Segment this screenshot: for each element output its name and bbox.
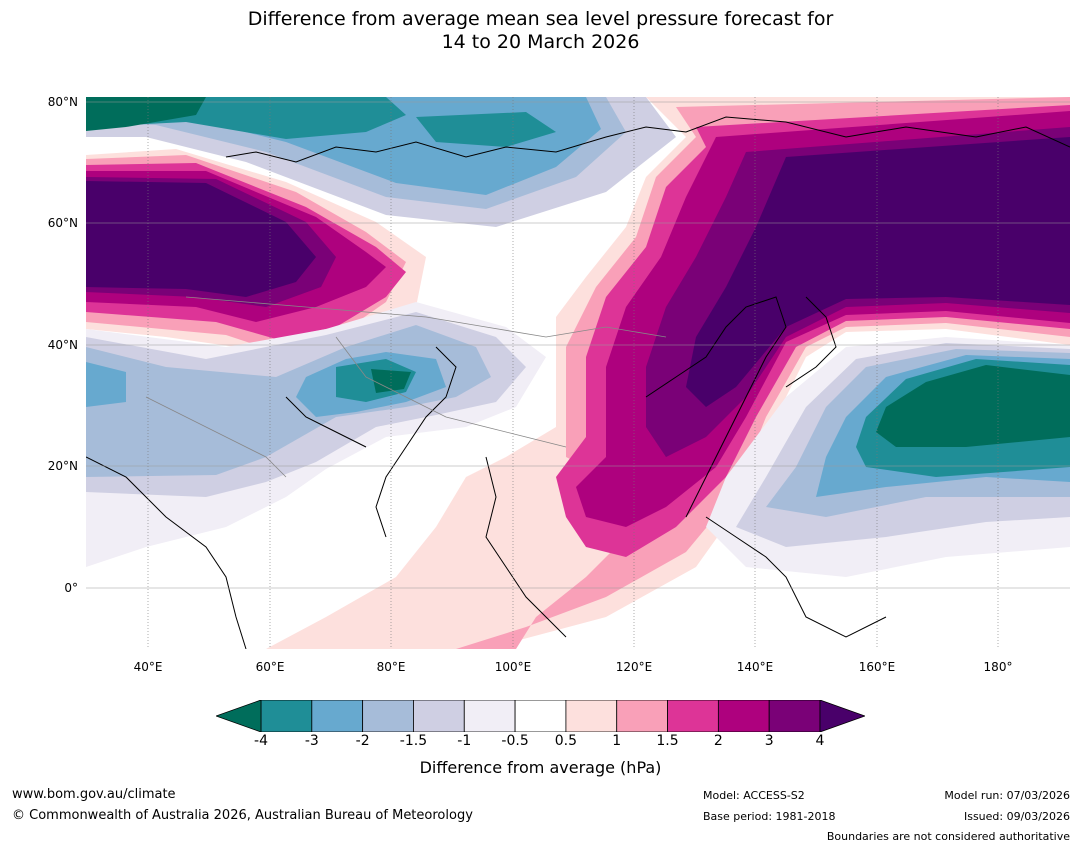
footer-model-run: Model run: 07/03/2026	[944, 789, 1070, 802]
colorbar-tick-label: -1	[457, 733, 472, 749]
latitude-lines	[86, 101, 1070, 589]
colorbar-tick-label: -4	[254, 733, 268, 749]
graticule	[147, 97, 999, 649]
map-svg	[86, 97, 1070, 649]
colorbar	[216, 700, 865, 732]
colorbar-cell	[667, 700, 719, 732]
lon-label-40e: 40°E	[133, 660, 163, 674]
colorbar-tick-label: 3	[764, 733, 774, 749]
high-anomaly-west	[86, 149, 426, 372]
colorbar-cell	[514, 700, 567, 732]
lon-label-160e: 160°E	[858, 660, 896, 674]
lat-label-20n: 20°N	[47, 459, 78, 473]
high-anomaly-east-asia	[266, 97, 1070, 649]
colorbar-cell	[260, 700, 313, 732]
colorbar-tick-label: 0.5	[554, 733, 578, 749]
colorbar-tick-label: -2	[355, 733, 370, 749]
lon-label-140e: 140°E	[736, 660, 774, 674]
lon-label-100e: 100°E	[494, 660, 532, 674]
lat-label-40n: 40°N	[47, 338, 78, 352]
title-line-2: 14 to 20 March 2026	[441, 31, 640, 53]
colorbar-tick-label: 4	[815, 733, 825, 749]
lon-label-60e: 60°E	[255, 660, 285, 674]
colorbar-high-extend	[819, 700, 865, 732]
map-title: Difference from average mean sea level p…	[0, 8, 1081, 54]
colorbar-tick-label: 2	[713, 733, 723, 749]
colorbar-tick-label: 1.5	[656, 733, 679, 749]
colorbar-tick-label: -1.5	[399, 733, 428, 749]
national-boundaries	[145, 296, 667, 478]
colorbar-cell	[311, 700, 364, 732]
footer-copyright: © Commonwealth of Australia 2026, Austra…	[12, 808, 473, 823]
colorbar-low-extend	[216, 700, 262, 732]
lon-label-180: 180°	[983, 660, 1013, 674]
footer-disclaimer: Boundaries are not considered authoritat…	[826, 830, 1070, 843]
lat-label-0: 0°	[64, 581, 78, 595]
low-anomaly-north-pacific	[706, 337, 1070, 577]
footer-issued: Issued: 09/03/2026	[963, 810, 1070, 823]
title-line-1: Difference from average mean sea level p…	[247, 8, 834, 30]
footer-website: www.bom.gov.au/climate	[12, 787, 176, 802]
pressure-anomaly-map	[86, 97, 1070, 649]
colorbar-cell	[463, 700, 516, 732]
footer-model: Model: ACCESS-S2	[703, 789, 805, 802]
colorbar-cell	[616, 700, 668, 732]
coastlines	[86, 116, 1070, 649]
colorbar-cell	[413, 700, 465, 732]
colorbar-cell	[565, 700, 618, 732]
colorbar-tick-label: -3	[304, 733, 319, 749]
lon-label-80e: 80°E	[376, 660, 406, 674]
colorbar-tick-label: 1	[612, 733, 622, 749]
colorbar-cell	[362, 700, 414, 732]
lon-label-120e: 120°E	[615, 660, 653, 674]
colorbar-cell	[717, 700, 770, 732]
footer-base-period: Base period: 1981-2018	[703, 810, 836, 823]
low-anomaly-northwest	[86, 97, 676, 227]
low-anomaly-central-asia	[86, 302, 546, 567]
lat-label-80n: 80°N	[47, 95, 78, 109]
lat-label-60n: 60°N	[47, 216, 78, 230]
colorbar-cells	[260, 700, 821, 732]
colorbar-title: Difference from average (hPa)	[419, 758, 662, 777]
colorbar-cell	[768, 700, 821, 732]
colorbar-tick-label: -0.5	[501, 733, 529, 749]
